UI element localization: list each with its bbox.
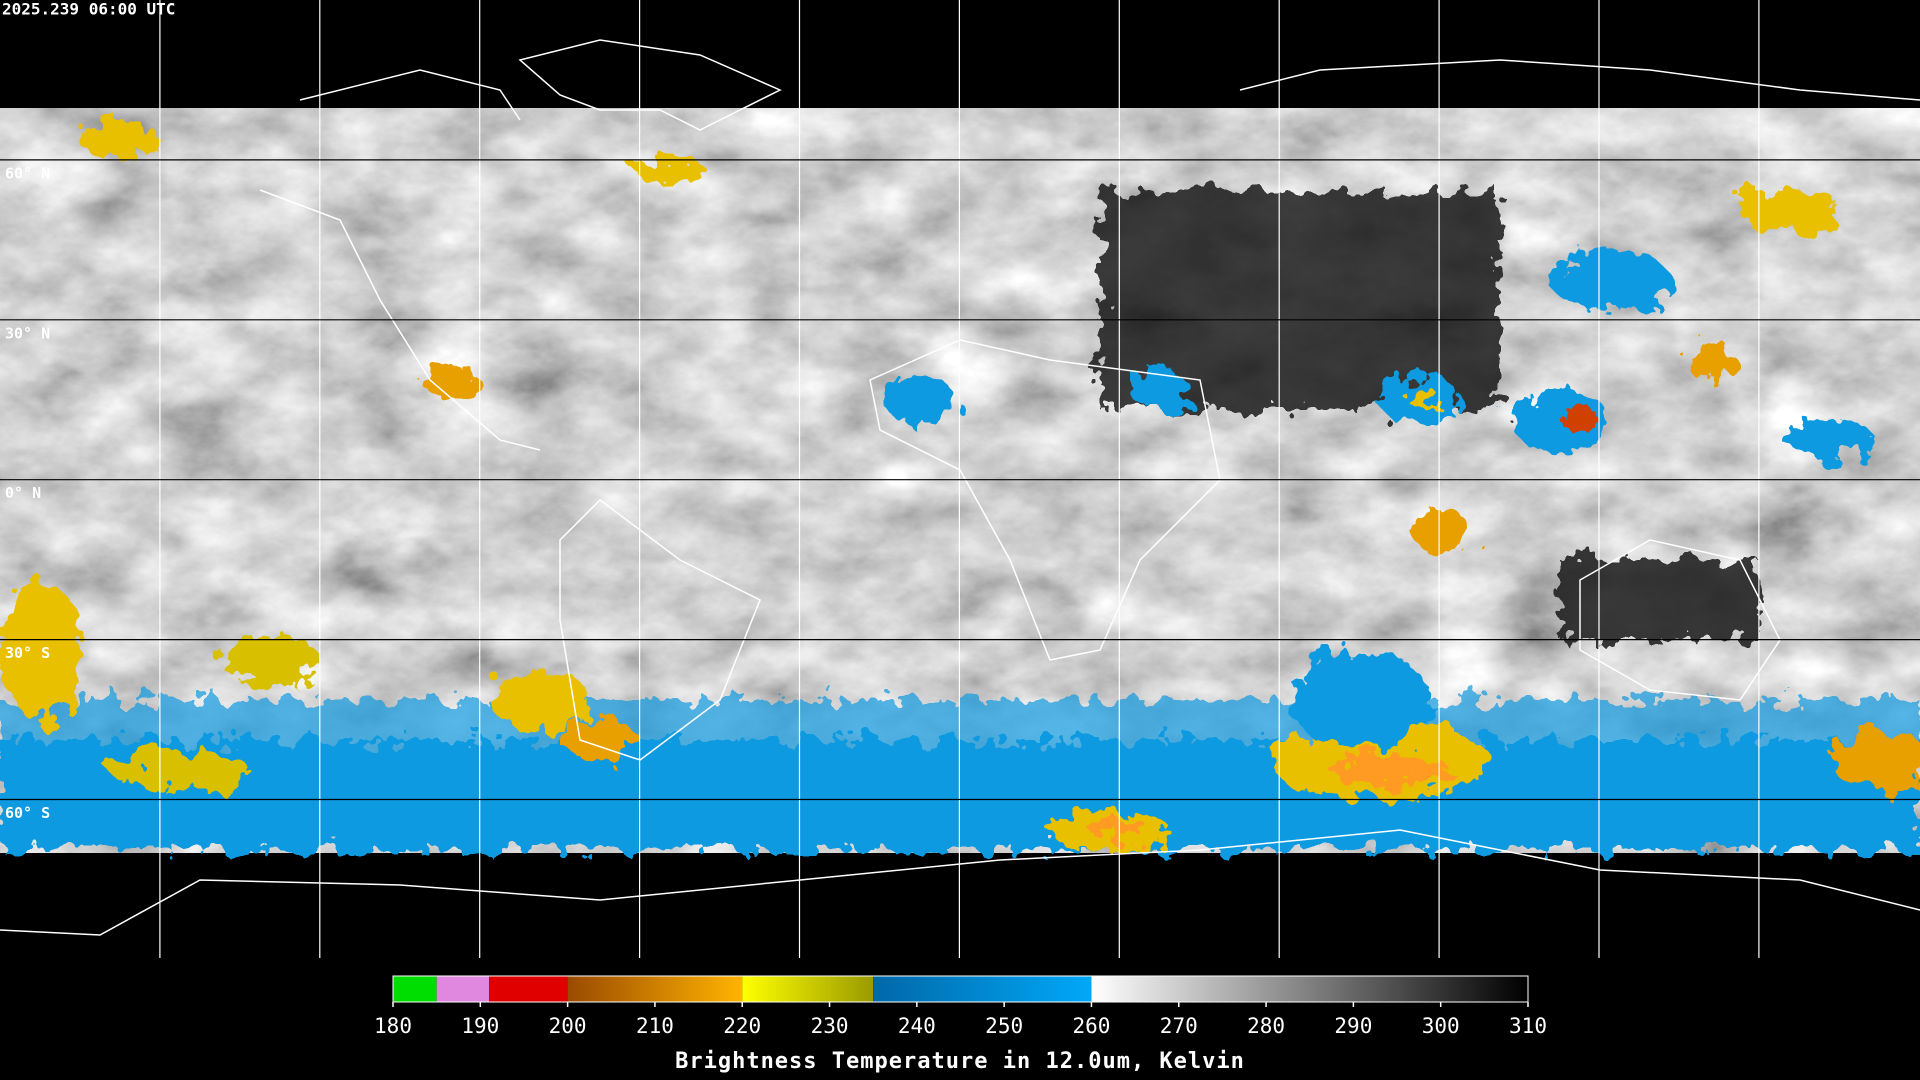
colorbar-tick-label: 250 [985, 1014, 1023, 1038]
colorbar-segment [393, 976, 437, 1002]
colorbar-tick-label: 180 [374, 1014, 412, 1038]
colorbar-tick-label: 280 [1247, 1014, 1285, 1038]
colorbar-tick-label: 300 [1422, 1014, 1460, 1038]
coastlines [0, 39, 1920, 936]
colorbar-tick-label: 210 [636, 1014, 674, 1038]
colorbar-frame [392, 975, 1529, 1003]
colorbar-tick-label: 290 [1334, 1014, 1372, 1038]
latitude-label: 30° S [5, 644, 50, 662]
colorbar-tick-label: 260 [1072, 1014, 1110, 1038]
colorbar-tick-label: 200 [549, 1014, 587, 1038]
colorbar-segment [436, 976, 490, 1002]
colorbar-segment [489, 976, 568, 1002]
colorbar-segment [567, 976, 743, 1002]
colorbar: 180 190 200 210 220 230 240 250 260 270 280 290 300 3… [374, 975, 1547, 1038]
colorbar-tick-label: 270 [1160, 1014, 1198, 1038]
colorbar-tick-label: 310 [1509, 1014, 1547, 1038]
colorbar-tick-label: 220 [723, 1014, 761, 1038]
colorbar-tick-label: 240 [898, 1014, 936, 1038]
colorbar-title: Brightness Temperature in 12.0um, Kelvin [675, 1049, 1245, 1074]
latitude-label: 30° N [5, 324, 50, 342]
colorbar-tick-label: 190 [461, 1014, 499, 1038]
latitude-label: 60° S [5, 804, 50, 822]
colorbar-segment [742, 976, 874, 1002]
colorbar-segment [873, 976, 1092, 1002]
latitude-label: 60° N [5, 164, 50, 182]
latitude-label: 0° N [5, 484, 41, 502]
latitude-grid: 60° N 30° N 0° N 30° S 60° S [0, 159, 1920, 822]
colorbar-tick-label: 230 [811, 1014, 849, 1038]
timestamp: 2025.239 06:00 UTC [2, 0, 175, 19]
colorbar-segment [1091, 976, 1528, 1002]
